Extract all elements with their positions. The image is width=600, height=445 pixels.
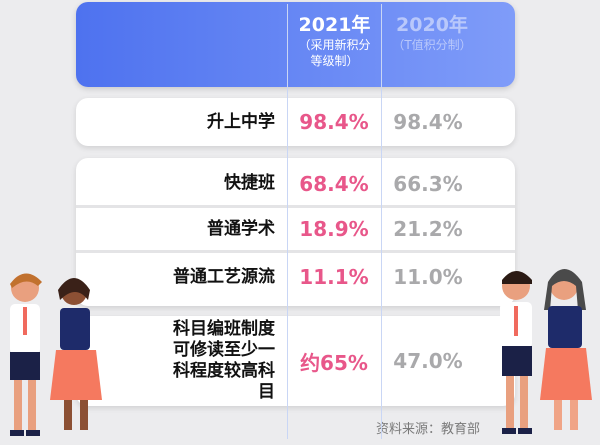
row-card [76,316,515,406]
table-row: 升上中学 98.4% 98.4% [76,98,515,146]
row-label: 普通工艺源流 [173,266,275,287]
row-label: 快捷班 [224,173,275,193]
group-card [76,158,515,306]
year-2021: 2021年 [298,14,371,36]
value-2021: 18.9% [299,217,369,241]
table-row: 科目编班制度可修读至少一科程度较高科目 约65% 47.0% [76,316,515,406]
value-2020: 66.3% [393,171,463,196]
row-separator [76,250,515,253]
year-2020: 2020年 [396,14,468,36]
value-2021: 98.4% [299,110,369,134]
column-divider [381,4,382,439]
table-row: 普通学术 18.9% 21.2% [76,208,515,250]
header-2020: 2020年 （T值积分制） [382,10,482,53]
value-2021: 11.1% [299,265,369,289]
value-2021: 68.4% [299,171,369,196]
row-card [76,98,515,146]
students-illustration-left [10,273,102,436]
source-note: 资料来源：教育部 [376,422,481,437]
value-2020: 98.4% [393,110,463,134]
table-row: 普通工艺源流 11.1% 11.0% [76,253,515,301]
table-row: 快捷班 68.4% 66.3% [76,162,515,205]
row-label: 升上中学 [207,111,275,132]
note-2021: （采用新积分等级制） [298,38,371,68]
value-2021: 约65% [300,350,368,375]
table-header [76,2,515,87]
header-2021: 2021年 （采用新积分等级制） [288,10,381,69]
column-divider [287,4,288,439]
row-label: 普通学术 [207,218,275,239]
row-label: 科目编班制度可修读至少一科程度较高科目 [173,319,275,402]
row-separator [76,205,515,208]
value-2020: 47.0% [393,349,463,373]
value-2020: 21.2% [393,217,463,241]
note-2020: （T值积分制） [392,38,472,52]
value-2020: 11.0% [393,265,463,289]
students-illustration-right [500,269,592,434]
